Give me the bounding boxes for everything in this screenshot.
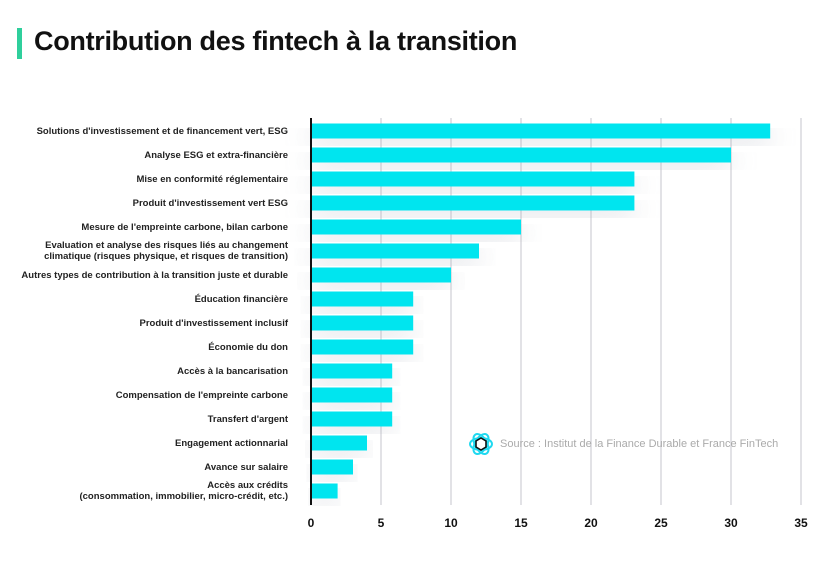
category-label: Solutions d'investissement et de finance… xyxy=(36,125,288,137)
category-label: Autres types de contribution à la transi… xyxy=(21,269,288,281)
x-tick-label: 35 xyxy=(794,516,808,530)
x-tick-label: 0 xyxy=(307,516,315,530)
category-label: Mise en conformité réglementaire xyxy=(136,173,288,185)
bar xyxy=(311,147,731,163)
x-tick-label: 20 xyxy=(584,516,598,530)
bar xyxy=(311,363,393,379)
x-tick-label: 30 xyxy=(724,516,738,530)
bar xyxy=(311,243,479,259)
bar xyxy=(311,219,521,235)
bar xyxy=(311,195,635,211)
bar xyxy=(311,315,414,331)
source-text: Source : Institut de la Finance Durable … xyxy=(500,438,779,450)
bar xyxy=(311,459,353,475)
bar xyxy=(311,171,635,187)
logo-icon xyxy=(469,433,493,455)
chart-title: Contribution des fintech à la transition xyxy=(34,26,518,56)
category-label: Produit d'investissement inclusif xyxy=(139,317,288,329)
category-label: Accès aux crédits (consommation, immobili… xyxy=(79,480,288,502)
category-label: Mesure de l'empreinte carbone, bilan car… xyxy=(81,221,288,233)
category-label: Accès à la bancarisation xyxy=(177,365,288,377)
x-tick-label: 5 xyxy=(377,516,385,530)
bar xyxy=(311,483,338,499)
bar xyxy=(311,387,393,403)
bar xyxy=(311,267,451,283)
bar xyxy=(311,411,393,427)
category-label: Avance sur salaire xyxy=(204,461,288,473)
title-accent-bar xyxy=(17,28,22,59)
bar xyxy=(311,435,367,451)
category-label: Analyse ESG et extra-financière xyxy=(144,149,288,161)
source-note: Source : Institut de la Finance Durable … xyxy=(468,431,778,457)
x-tick-label: 15 xyxy=(514,516,528,530)
category-label: Engagement actionnarial xyxy=(175,437,288,449)
category-label: Produit d'investissement vert ESG xyxy=(132,197,288,209)
x-tick-label: 25 xyxy=(654,516,668,530)
bar xyxy=(311,123,771,139)
bar xyxy=(311,339,414,355)
category-label: Compensation de l'empreinte carbone xyxy=(115,389,288,401)
x-tick-label: 10 xyxy=(444,516,458,530)
category-label: Économie du don xyxy=(208,341,288,353)
bar xyxy=(311,291,414,307)
category-label: Evaluation et analyse des risques liés a… xyxy=(44,240,288,262)
category-label: Éducation financière xyxy=(194,293,288,305)
category-label: Transfert d'argent xyxy=(207,413,288,425)
